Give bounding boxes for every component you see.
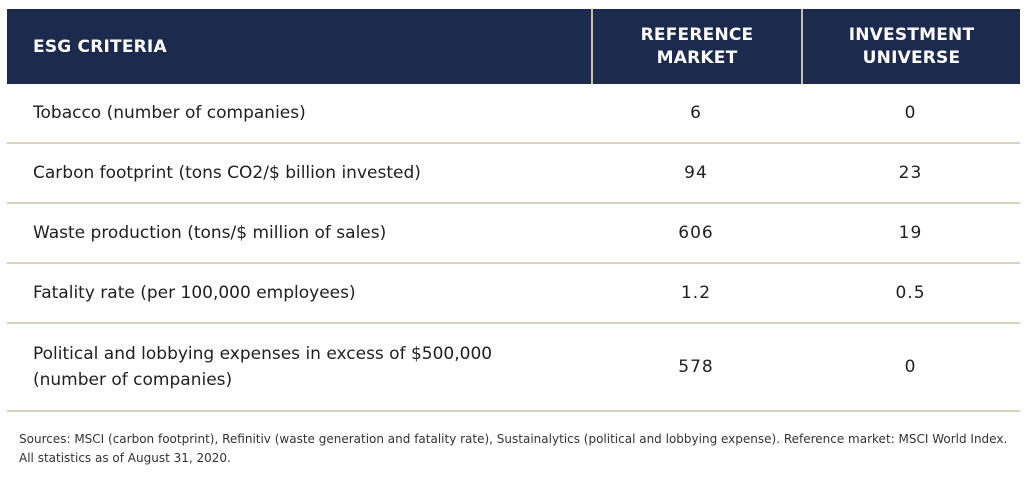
header-esg-criteria: ESG CRITERIA [7,9,591,84]
row-investment-universe-value: 19 [898,223,923,243]
table-row: Political and lobbying expenses in exces… [7,324,1020,412]
row-reference-market-value: 1.2 [680,283,712,303]
row-investment-universe-value: 0.5 [895,283,926,303]
header-esg-criteria-label: ESG CRITERIA [33,36,167,57]
header-reference-market: REFERENCE MARKET [591,9,801,84]
row-investment-universe-value: 0 [904,357,917,377]
header-investment-universe: INVESTMENT UNIVERSE [801,9,1020,84]
row-criteria: Political and lobbying expenses in exces… [33,344,493,390]
table-row: Waste production (tons/$ million of sale… [7,204,1020,264]
table-row: Fatality rate (per 100,000 employees) 1.… [7,264,1020,324]
sources-footnote: Sources: MSCI (carbon footprint), Refini… [19,432,1008,465]
row-reference-market-value: 578 [678,357,714,377]
row-criteria: Fatality rate (per 100,000 employees) [33,283,356,303]
row-reference-market-value: 94 [684,163,708,183]
table-row: Carbon footprint (tons CO2/$ billion inv… [7,144,1020,204]
row-criteria: Waste production (tons/$ million of sale… [33,223,387,243]
header-investment-universe-label: INVESTMENT UNIVERSE [848,24,975,68]
row-reference-market-value: 6 [690,103,702,123]
row-investment-universe-value: 23 [898,163,923,183]
header-reference-market-label: REFERENCE MARKET [640,24,754,68]
esg-criteria-table: ESG CRITERIA REFERENCE MARKET INVESTMENT… [7,9,1020,412]
table-row: Tobacco (number of companies) 6 0 [7,84,1020,144]
row-criteria: Tobacco (number of companies) [33,103,306,123]
row-criteria: Carbon footprint (tons CO2/$ billion inv… [33,163,421,183]
row-reference-market-value: 606 [678,223,714,243]
row-investment-universe-value: 0 [904,103,917,123]
table-header: ESG CRITERIA REFERENCE MARKET INVESTMENT… [7,9,1020,84]
